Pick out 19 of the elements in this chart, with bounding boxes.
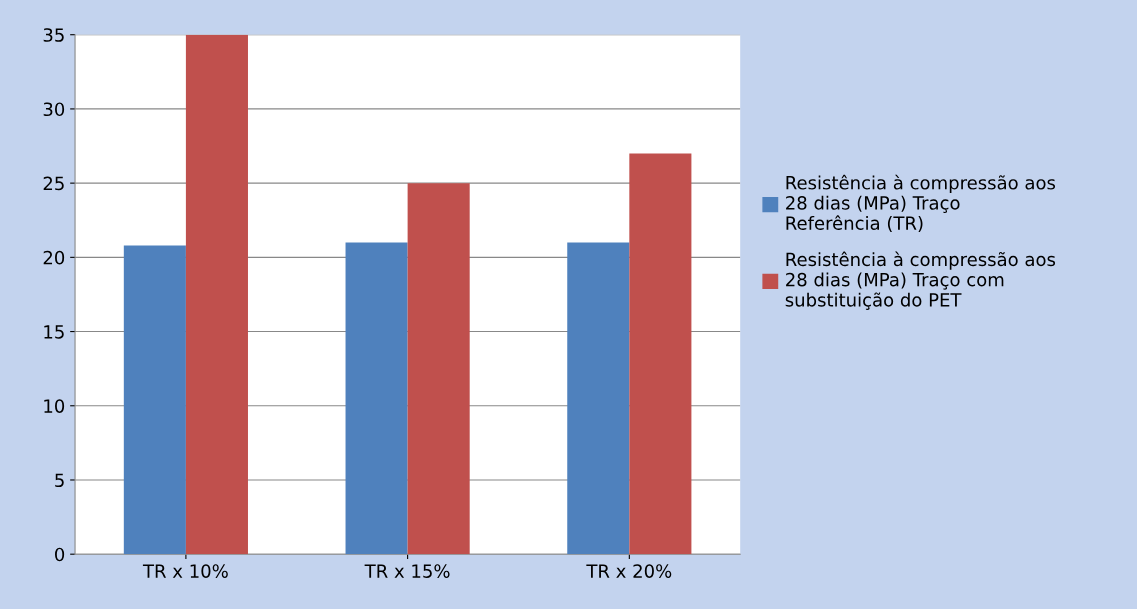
y-tick-label: 30 <box>43 102 65 117</box>
y-tick-label: 25 <box>43 176 64 191</box>
y-tick-label: 0 <box>55 547 65 562</box>
y-tick-label: 15 <box>44 325 64 339</box>
legend-label: Resistência à compressão aos 28 dias (MPa) Traço com substituição do PET <box>785 251 1056 310</box>
bar <box>123 245 186 555</box>
y-tick-label: 10 <box>44 399 65 413</box>
legend-label: Resistência à compressão aos 28 dias (MPa) Traço Referência (TR) <box>786 174 1056 233</box>
bar <box>345 242 408 555</box>
bar <box>407 183 470 555</box>
x-tick-label: TR x 20% <box>586 564 672 578</box>
x-tick-label: TR x 15% <box>364 564 450 578</box>
y-tick-label: 5 <box>55 473 64 488</box>
y-tick-label: 20 <box>43 250 65 265</box>
bar <box>567 242 630 555</box>
x-tick-label: TR x 10% <box>142 564 228 578</box>
bar <box>629 153 692 555</box>
y-tick-label: 35 <box>43 28 64 42</box>
bar <box>185 34 248 555</box>
